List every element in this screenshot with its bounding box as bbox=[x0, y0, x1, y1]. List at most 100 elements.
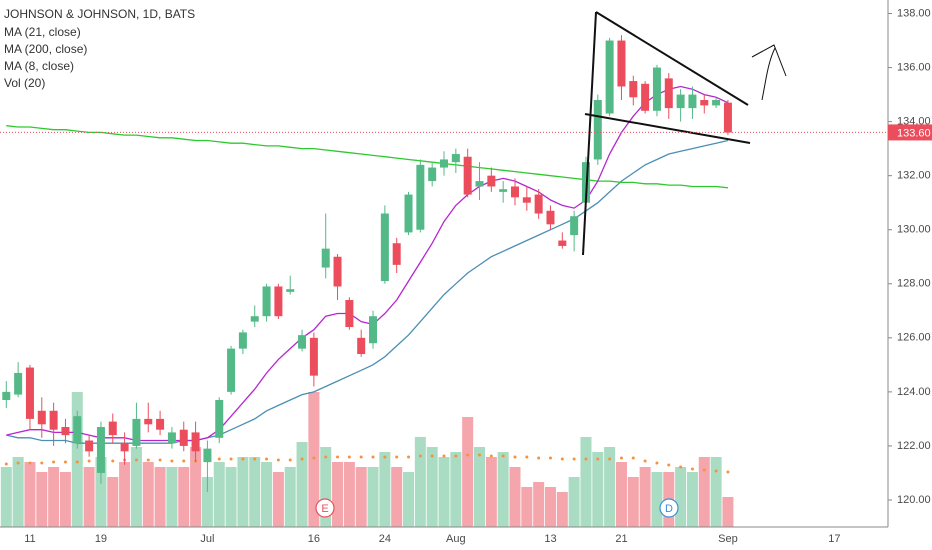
event-circle[interactable] bbox=[659, 498, 679, 518]
candle-body bbox=[510, 186, 519, 198]
event-label[interactable]: D bbox=[665, 503, 673, 515]
volume-ma-dot bbox=[418, 454, 422, 458]
last-price-box bbox=[888, 124, 932, 141]
candle-body bbox=[712, 99, 721, 106]
volume-ma-dot bbox=[158, 458, 162, 462]
volume-bar bbox=[580, 437, 592, 527]
y-tick-label: 138.00 bbox=[897, 7, 931, 19]
event-marker[interactable]: D bbox=[659, 498, 679, 518]
volume-ma-dot bbox=[525, 455, 529, 459]
candle-body bbox=[298, 335, 307, 349]
volume-bar bbox=[686, 472, 698, 527]
candle-body bbox=[227, 348, 236, 392]
volume-bar bbox=[391, 467, 403, 527]
volume-bar bbox=[95, 457, 107, 527]
legend-entry: MA (8, close) bbox=[4, 59, 74, 73]
volume-bar bbox=[379, 452, 391, 527]
candle-body bbox=[641, 83, 650, 111]
candle-body bbox=[144, 418, 153, 425]
candle-body bbox=[333, 256, 342, 287]
candle-body bbox=[108, 421, 117, 436]
volume-bar bbox=[272, 472, 284, 527]
candle-body bbox=[440, 159, 449, 168]
volume-ma-dot bbox=[584, 457, 588, 461]
legend-title: JOHNSON & JOHNSON, 1D, BATS bbox=[4, 7, 195, 21]
volume-ma-dot bbox=[134, 458, 138, 462]
volume-bar bbox=[59, 472, 71, 527]
candle-body bbox=[238, 332, 247, 349]
legend-entry: Vol (20) bbox=[4, 76, 45, 90]
candle-body bbox=[191, 432, 200, 452]
volume-bar bbox=[142, 462, 154, 527]
volume-ma-dot bbox=[324, 455, 328, 459]
volume-ma-dot bbox=[16, 461, 20, 465]
candle-body bbox=[73, 416, 82, 444]
volume-ma-dot bbox=[643, 459, 647, 463]
candle-body bbox=[688, 94, 697, 109]
candle-body bbox=[321, 248, 330, 268]
volume-bar bbox=[225, 467, 237, 527]
volume-ma-dot bbox=[478, 453, 481, 457]
candle-body bbox=[345, 299, 354, 328]
trend-line bbox=[582, 11, 597, 256]
volume-bar bbox=[355, 467, 367, 527]
volume-bar bbox=[521, 487, 533, 527]
candle-body bbox=[37, 410, 46, 425]
event-marker[interactable]: E bbox=[315, 498, 335, 518]
volume-ma-dot bbox=[253, 457, 257, 461]
candle-body bbox=[700, 99, 709, 106]
volume-bar bbox=[12, 457, 24, 527]
volume-ma-dot bbox=[52, 460, 56, 464]
event-label[interactable]: E bbox=[321, 503, 328, 515]
candle-body bbox=[475, 181, 484, 187]
volume-ma-dot bbox=[40, 461, 44, 465]
candle-body bbox=[570, 216, 579, 236]
volume-bar bbox=[130, 447, 142, 527]
volume-bar bbox=[36, 472, 48, 527]
volume-ma-dot bbox=[596, 457, 600, 461]
y-tick-label: 126.00 bbox=[897, 332, 931, 344]
legend-entry: MA (21, close) bbox=[4, 25, 81, 39]
volume-ma-dot bbox=[572, 457, 576, 461]
volume-ma-dot bbox=[75, 460, 79, 464]
volume-ma-dot bbox=[111, 459, 115, 463]
volume-bar bbox=[426, 447, 438, 527]
volume-ma-dot bbox=[28, 461, 32, 465]
x-tick-label: 16 bbox=[308, 533, 320, 545]
volume-ma-dot bbox=[146, 458, 150, 462]
candle-body bbox=[451, 154, 460, 163]
volume-ma-dot bbox=[430, 454, 434, 458]
arrow-shaft bbox=[761, 47, 776, 101]
volume-bar bbox=[651, 472, 663, 527]
last-price-label: 133.60 bbox=[897, 127, 931, 139]
y-tick-label: 136.00 bbox=[897, 61, 931, 73]
volume-bar bbox=[568, 477, 580, 527]
volume-ma-dot bbox=[702, 468, 706, 472]
volume-ma-dot bbox=[63, 460, 67, 464]
y-tick-label: 130.00 bbox=[897, 224, 931, 236]
volume-ma-dot bbox=[182, 459, 186, 463]
volume-bar bbox=[462, 417, 474, 527]
volume-ma-dot bbox=[407, 455, 411, 459]
volume-ma-dot bbox=[276, 458, 280, 462]
candle-body bbox=[676, 94, 685, 109]
volume-bar bbox=[48, 467, 60, 527]
x-tick-label: Jul bbox=[200, 533, 214, 545]
candle-body bbox=[522, 197, 531, 203]
candle-body bbox=[380, 213, 389, 282]
event-circle[interactable] bbox=[315, 498, 335, 518]
legend-entry: MA (200, close) bbox=[4, 42, 87, 56]
volume-bar bbox=[556, 492, 568, 527]
candle-body bbox=[357, 337, 366, 355]
volume-bar bbox=[450, 452, 462, 527]
volume-ma-dot bbox=[619, 456, 623, 460]
volume-ma-dot bbox=[371, 455, 375, 459]
volume-ma-dot bbox=[347, 455, 351, 459]
candle-body bbox=[49, 410, 58, 430]
volume-bar bbox=[544, 487, 556, 527]
y-tick-label: 122.00 bbox=[897, 440, 931, 452]
candle-body bbox=[369, 316, 378, 344]
volume-ma-dot bbox=[241, 457, 245, 461]
volume-bar bbox=[722, 497, 734, 527]
